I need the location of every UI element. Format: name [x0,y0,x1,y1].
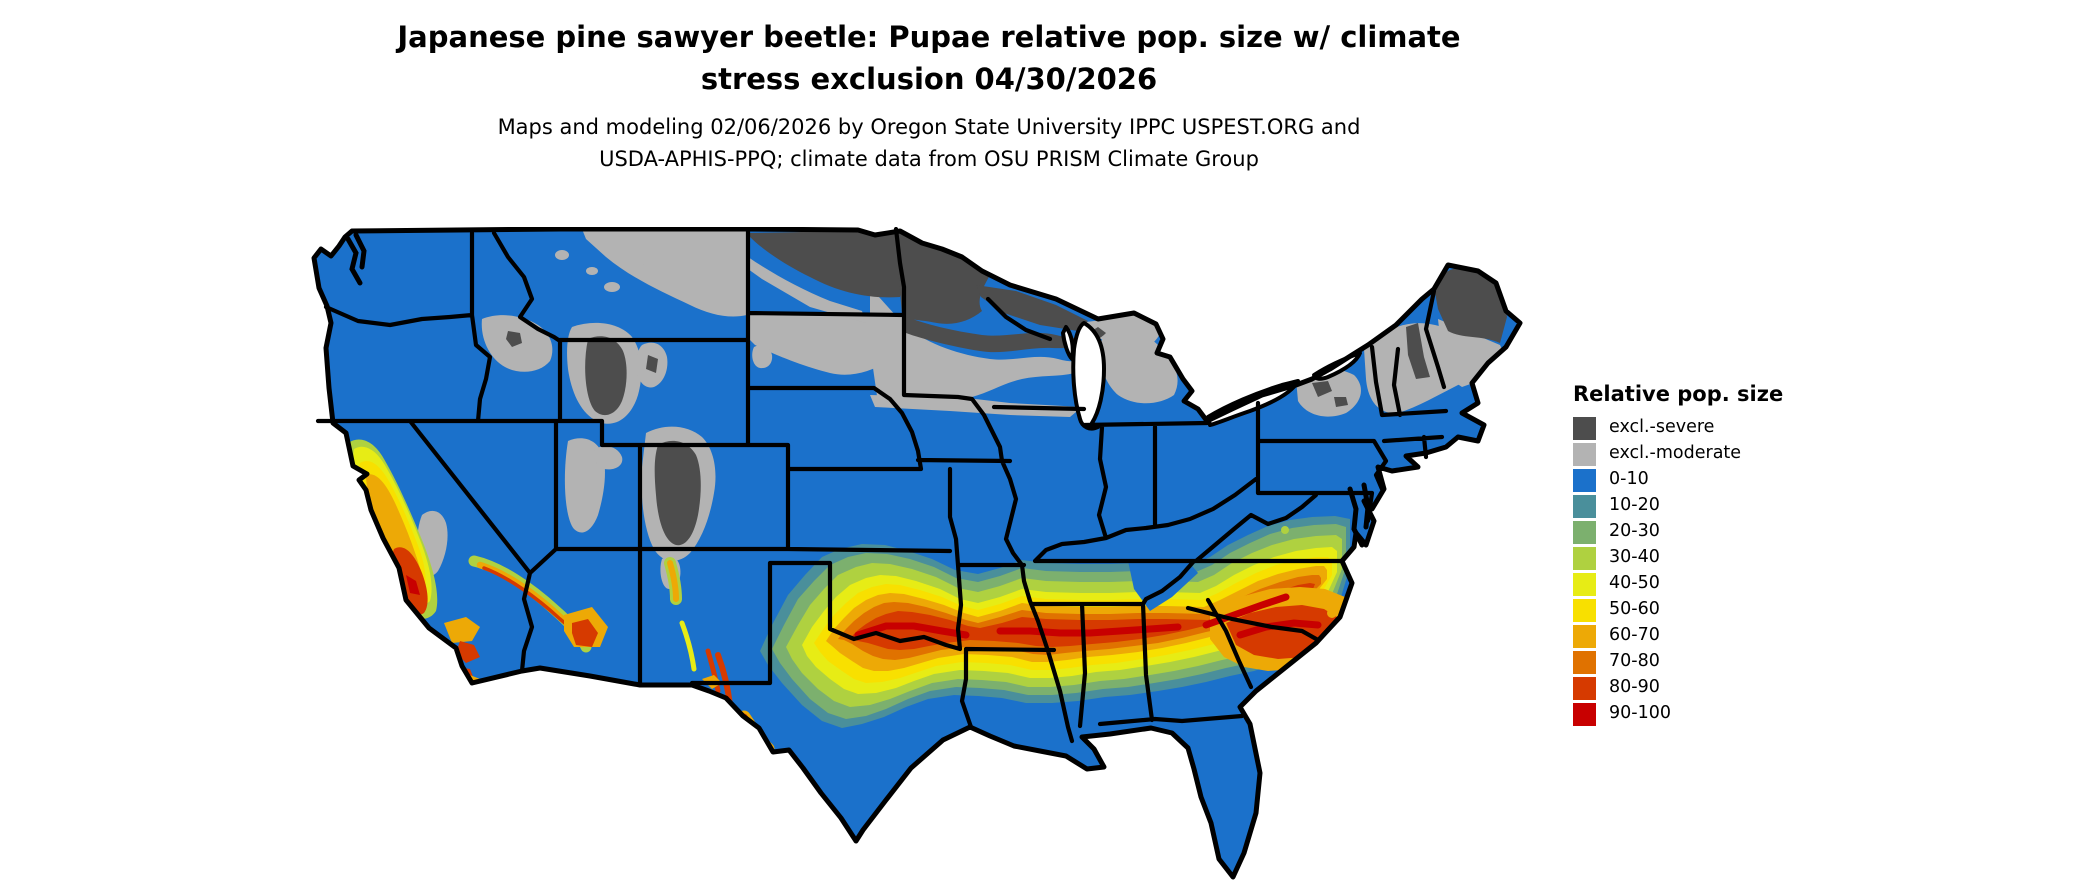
green-bay [1061,325,1075,361]
legend-item-label: 50-60 [1609,599,1660,620]
legend-item-label: 0-10 [1609,469,1649,490]
legend-item-label: 90-100 [1609,703,1671,724]
legend-title: Relative pop. size [1573,382,1784,406]
legend-swatch [1573,520,1596,544]
map-region-excl-severe [506,230,1507,546]
map-raster-layers [314,229,1520,877]
legend-item-label: 20-30 [1609,521,1660,542]
legend-swatch [1573,546,1596,570]
legend-item: 50-60 [1573,597,1813,623]
legend-item: 60-70 [1573,623,1813,649]
map-subtitle: Maps and modeling 02/06/2026 by Oregon S… [0,112,1858,176]
legend-swatch [1573,650,1596,674]
legend-item-label: excl.-severe [1609,417,1715,438]
legend-swatch [1573,702,1596,726]
legend-swatch [1573,676,1596,700]
legend-item-label: 30-40 [1609,547,1660,568]
legend-item: 80-90 [1573,675,1813,701]
legend-item: 20-30 [1573,519,1813,545]
legend-item-label: 10-20 [1609,495,1660,516]
legend: Relative pop. size excl.-severe excl.-mod… [1573,382,1813,727]
legend-swatch [1573,572,1596,596]
puget-sound [345,232,367,286]
map-subtitle-line1: Maps and modeling 02/06/2026 by Oregon S… [497,115,1361,140]
legend-swatch [1573,624,1596,648]
us-outline [311,227,1523,880]
chesapeake-bay [1347,482,1371,548]
legend-item-label: excl.-moderate [1609,443,1742,464]
legend-item: 0-10 [1573,467,1813,493]
legend-swatch [1573,494,1596,518]
legend-item: 70-80 [1573,649,1813,675]
map-subtitle-line2: USDA-APHIS-PPQ; climate data from OSU PR… [599,147,1259,171]
legend-item-label: 70-80 [1609,651,1660,672]
coastal-water-details [345,232,1371,548]
us-map [311,227,1523,880]
legend-item: 30-40 [1573,545,1813,571]
legend-item: 40-50 [1573,571,1813,597]
map-title-line2: stress exclusion 04/30/2026 [700,62,1158,97]
legend-swatch [1573,598,1596,622]
title-block: Japanese pine sawyer beetle: Pupae relat… [0,16,1858,176]
legend-item: excl.-severe [1573,415,1813,441]
us-map-figure [310,227,1566,889]
legend-swatch [1573,442,1596,466]
legend-item: 90-100 [1573,701,1813,727]
legend-item: 10-20 [1573,493,1813,519]
legend-swatch [1573,416,1596,440]
legend-swatch [1573,468,1596,492]
legend-items: excl.-severe excl.-moderate 0-10 10-20 20-30… [1573,415,1813,727]
legend-item-label: 60-70 [1609,625,1660,646]
map-title-line1: Japanese pine sawyer beetle: Pupae relat… [397,20,1461,54]
legend-item: excl.-moderate [1573,441,1813,467]
legend-item-label: 40-50 [1609,573,1660,594]
legend-item-label: 80-90 [1609,677,1660,698]
map-title: Japanese pine sawyer beetle: Pupae relat… [0,16,1858,100]
